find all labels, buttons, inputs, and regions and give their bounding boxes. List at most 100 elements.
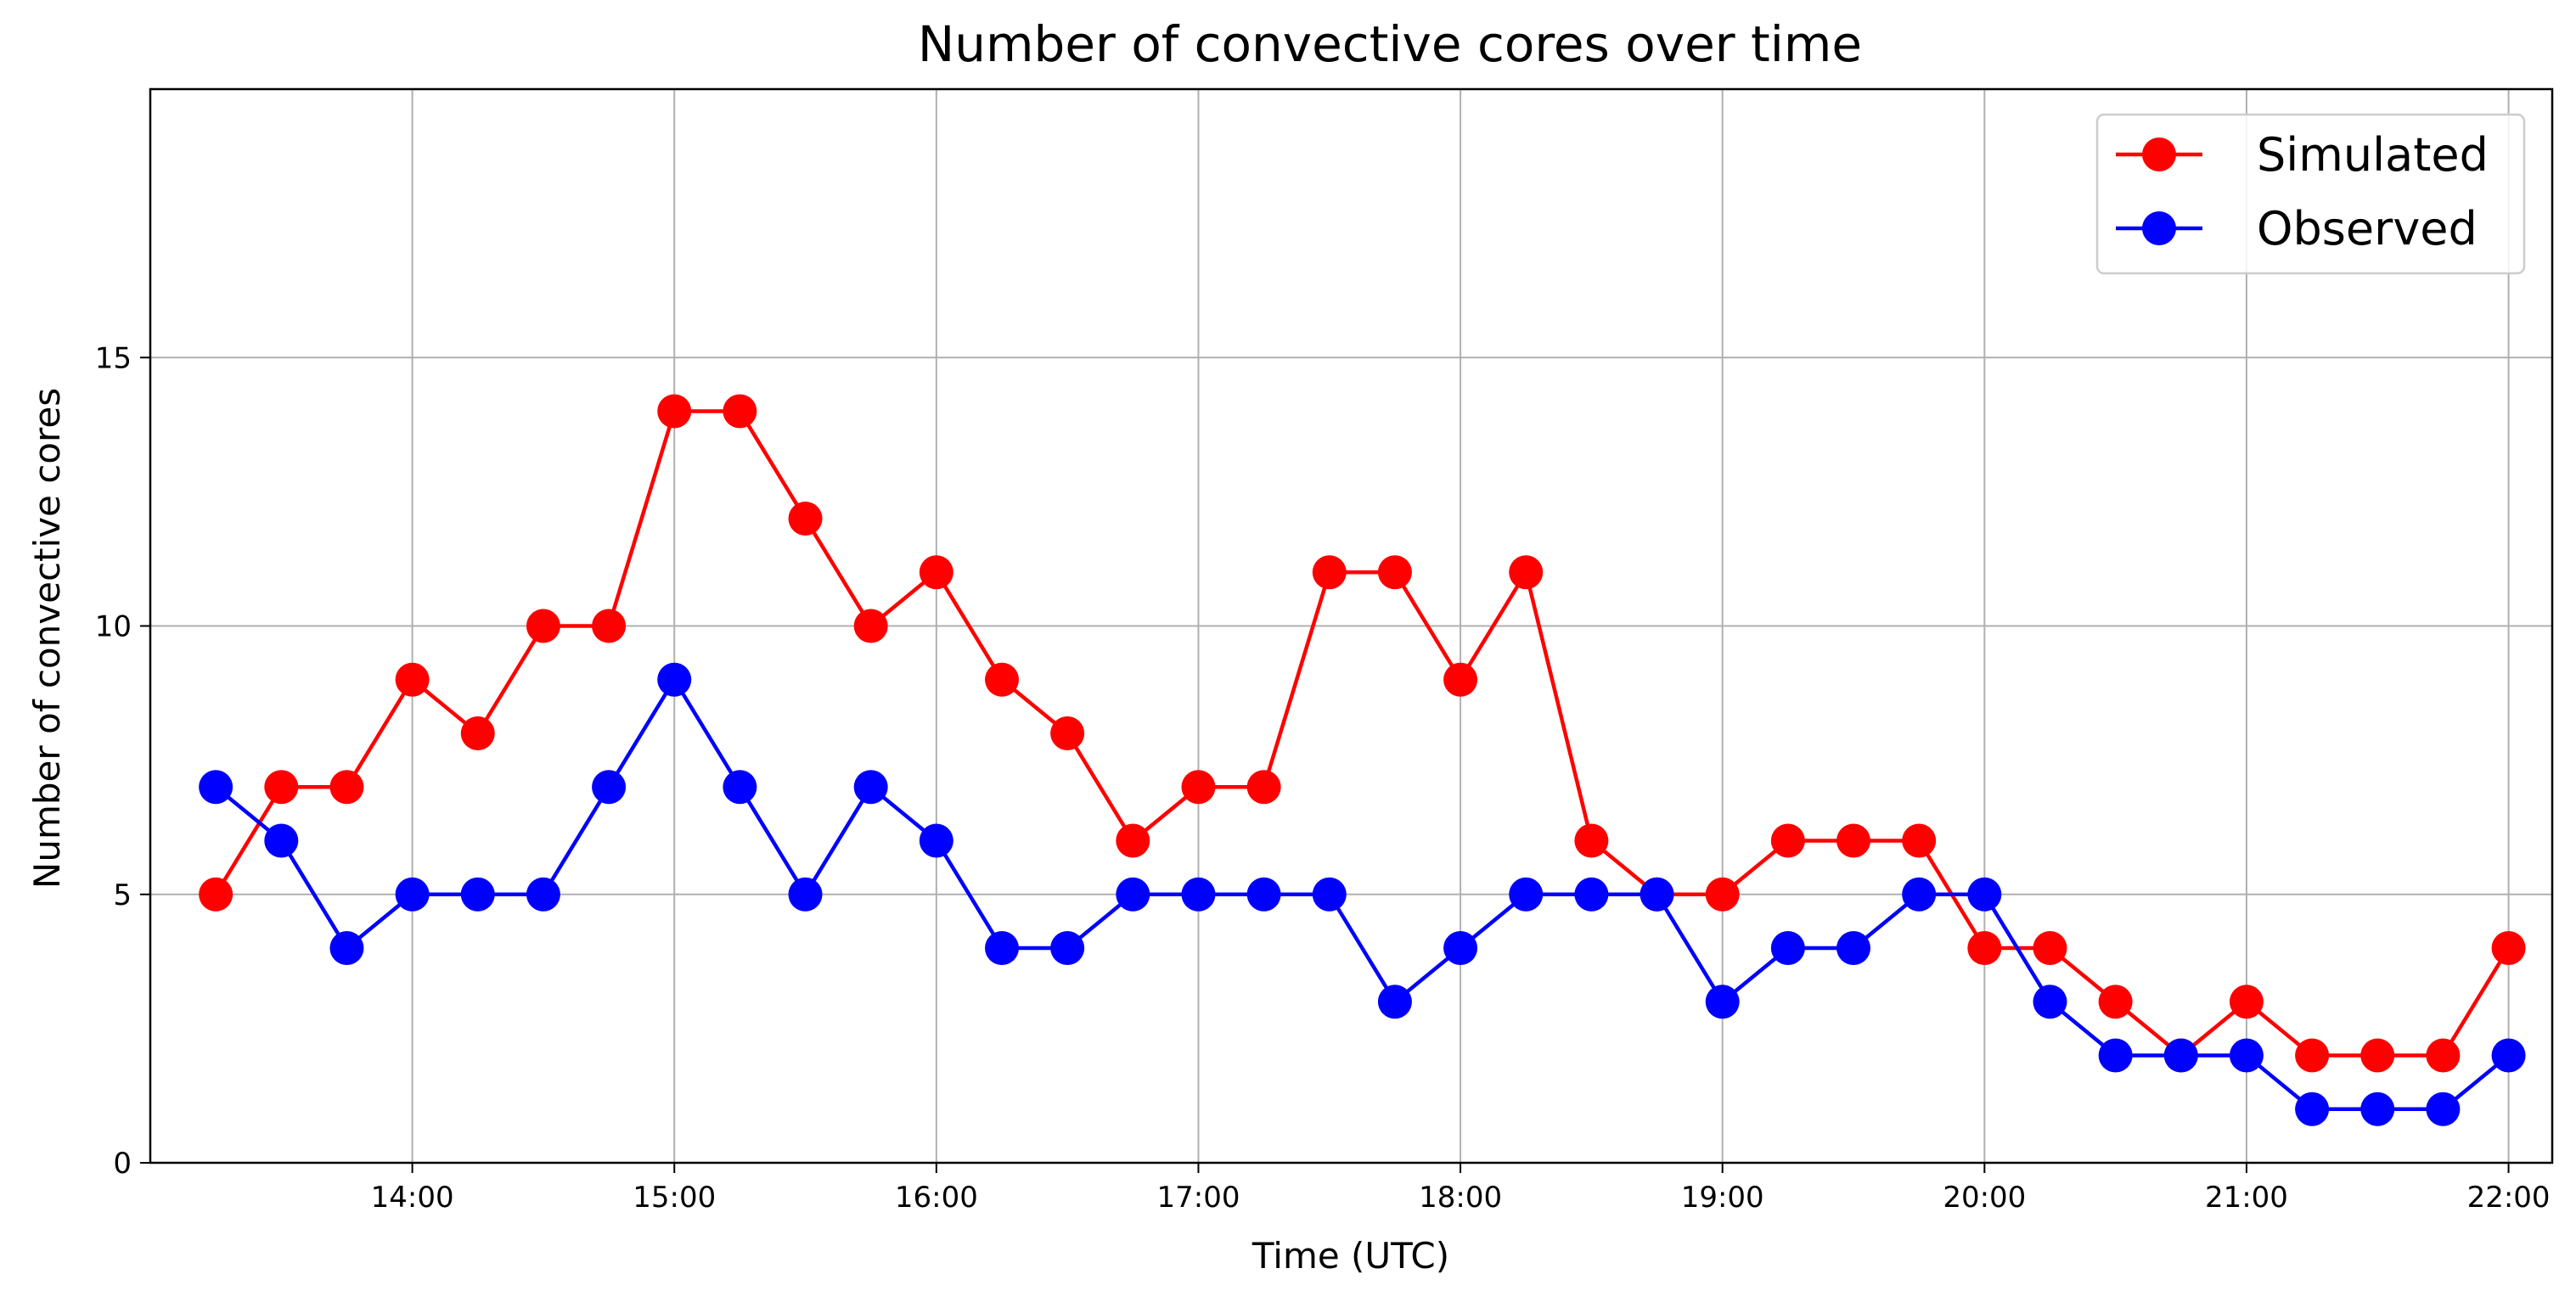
data-point	[264, 770, 299, 805]
data-point	[1902, 877, 1937, 912]
x-tick-label: 22:00	[2467, 1181, 2551, 1215]
legend-box	[2095, 113, 2526, 275]
data-point	[1312, 555, 1347, 590]
data-point	[723, 770, 757, 805]
data-point	[199, 877, 233, 912]
data-point	[2360, 1092, 2395, 1126]
data-point	[1312, 877, 1347, 912]
data-point	[2098, 985, 2133, 1019]
data-point	[2426, 1038, 2461, 1073]
x-tick-label: 20:00	[1943, 1181, 2026, 1215]
data-point	[1181, 877, 1216, 912]
data-point	[853, 609, 888, 643]
data-point	[985, 931, 1020, 965]
data-point	[1705, 877, 1740, 912]
data-point	[1509, 555, 1544, 590]
series-observed	[199, 662, 2526, 1126]
data-point	[853, 770, 888, 805]
data-point	[592, 770, 627, 805]
data-point	[1443, 662, 1478, 697]
data-point	[2033, 931, 2067, 965]
data-point	[1574, 823, 1609, 858]
data-point	[2491, 931, 2526, 965]
data-point	[1116, 877, 1150, 912]
y-tick-label: 15	[95, 341, 132, 375]
data-point	[2033, 985, 2067, 1019]
data-point	[723, 394, 757, 429]
data-point	[2360, 1038, 2395, 1073]
data-point	[2426, 1092, 2461, 1126]
x-tick-label: 19:00	[1681, 1181, 1764, 1215]
data-point	[329, 931, 364, 965]
series-simulated	[199, 394, 2526, 1073]
chart-title: Number of convective cores over time	[918, 15, 1862, 73]
data-point	[1246, 877, 1281, 912]
data-point	[1902, 823, 1937, 858]
data-point	[526, 877, 560, 912]
legend: Simulated Observed	[2095, 113, 2526, 275]
data-point	[788, 502, 823, 536]
data-point	[1377, 985, 1412, 1019]
data-point	[1836, 931, 1871, 965]
data-point	[2229, 1038, 2264, 1073]
data-point	[1377, 555, 1412, 590]
data-point	[1181, 770, 1216, 805]
x-tick-label: 16:00	[895, 1181, 978, 1215]
legend-marker	[2142, 211, 2176, 245]
legend-marker	[2142, 137, 2176, 171]
data-point	[460, 877, 495, 912]
data-point	[2163, 1038, 2198, 1073]
data-point	[395, 877, 430, 912]
data-point	[1509, 877, 1544, 912]
data-point	[1574, 877, 1609, 912]
data-point	[1967, 931, 2002, 965]
data-point	[199, 770, 233, 805]
data-point	[2491, 1038, 2526, 1073]
data-point	[2229, 985, 2264, 1019]
data-point	[1116, 823, 1150, 858]
data-point	[1770, 931, 1805, 965]
data-point	[526, 609, 560, 643]
plot-frame	[149, 87, 2554, 1165]
y-tick-label: 0	[113, 1147, 132, 1181]
data-point	[788, 877, 823, 912]
x-axis-label: Time (UTC)	[1251, 1235, 1449, 1277]
legend-item: Observed	[2116, 202, 2478, 255]
legend-item: Simulated	[2116, 128, 2489, 182]
series-group	[199, 394, 2526, 1126]
data-point	[395, 662, 430, 697]
data-point	[1836, 823, 1871, 858]
data-point	[1443, 931, 1478, 965]
data-point	[1246, 770, 1281, 805]
y-axis-label: Number of convective cores	[26, 388, 68, 889]
data-point	[2295, 1038, 2330, 1073]
y-tick-label: 5	[113, 878, 132, 912]
x-tick-label: 14:00	[371, 1181, 454, 1215]
data-point	[1967, 877, 2002, 912]
series-line	[214, 409, 2511, 1058]
x-tick-label: 21:00	[2205, 1181, 2288, 1215]
x-tick-label: 15:00	[633, 1181, 716, 1215]
data-point	[264, 823, 299, 858]
data-point	[919, 555, 953, 590]
data-point	[657, 394, 692, 429]
data-point	[2098, 1038, 2133, 1073]
x-tick-label: 17:00	[1156, 1181, 1240, 1215]
data-point	[592, 609, 627, 643]
data-point	[460, 716, 495, 750]
x-tick-label: 18:00	[1419, 1181, 1502, 1215]
legend-label: Simulated	[2257, 128, 2489, 182]
axes: 14:00 15:00 16:00 17:00 18:00 19:00 20:00 21:00…	[95, 87, 2554, 1215]
data-point	[657, 662, 692, 697]
data-point	[985, 662, 1020, 697]
data-point	[1770, 823, 1805, 858]
data-point	[1050, 716, 1085, 750]
data-point	[1050, 931, 1085, 965]
data-point	[1640, 877, 1674, 912]
legend-label: Observed	[2257, 202, 2478, 255]
data-point	[329, 770, 364, 805]
y-tick-label: 10	[95, 610, 132, 644]
data-point	[919, 823, 953, 858]
